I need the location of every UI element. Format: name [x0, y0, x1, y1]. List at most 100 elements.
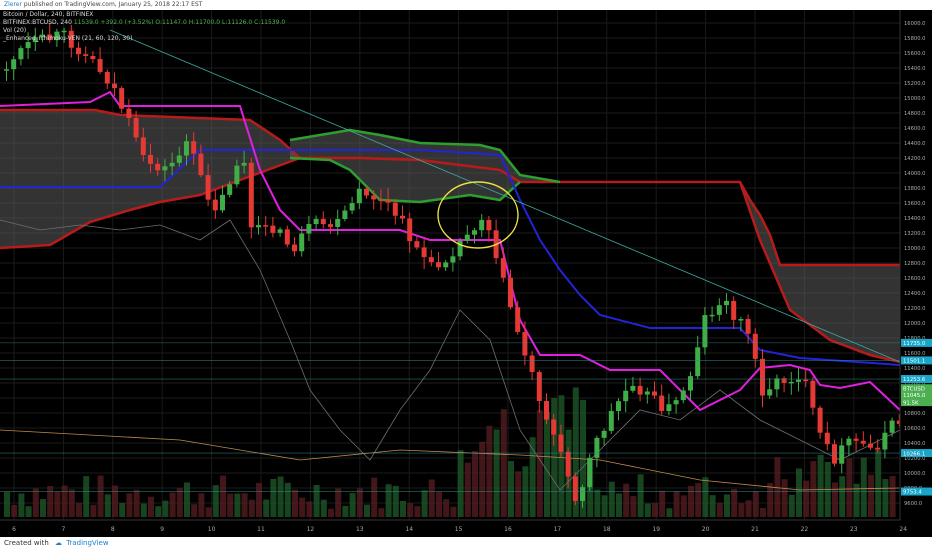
volume-bar: [659, 490, 666, 517]
volume-bar: [572, 387, 579, 517]
price-axis[interactable]: 16000.0 15800.0 15600.0 15400.0 15200.0 15000…: [899, 10, 932, 537]
price-tick-label: 10400.0: [904, 441, 925, 447]
time-axis[interactable]: 6 7 8 9 10 11 12 13 14 15 16 17 18 19 20 21 22 23 24: [0, 519, 932, 537]
candle-body: [587, 457, 593, 488]
volume-bar: [76, 502, 82, 517]
volume-bar: [652, 503, 658, 517]
candle-body: [868, 443, 873, 448]
volume-bar: [270, 478, 277, 517]
price-tick-label: 14800.0: [904, 111, 925, 117]
volume-bar: [191, 504, 198, 517]
candle-body: [18, 48, 24, 60]
candle-body: [40, 34, 45, 38]
candle-body: [234, 165, 240, 185]
time-tick-label: 15: [455, 526, 463, 533]
candle-body: [328, 224, 333, 227]
volume-bar: [47, 485, 54, 517]
volume-bar: [284, 482, 291, 517]
candle-body: [104, 71, 110, 84]
candle-body: [875, 447, 881, 450]
volume-bar: [54, 491, 61, 517]
volume-bar: [148, 496, 154, 517]
volume-bar: [313, 484, 320, 517]
volume-bar: [731, 489, 738, 517]
volume-bar: [464, 462, 471, 517]
candle-body: [767, 389, 773, 396]
candle-body: [299, 233, 305, 252]
volume-bar: [500, 409, 507, 517]
volume-bar: [832, 482, 838, 517]
volume-bar: [227, 493, 234, 517]
candle-body: [731, 300, 737, 320]
time-tick-label: 17: [554, 526, 562, 533]
price-label-bg: [901, 356, 932, 365]
candle-body: [839, 445, 845, 464]
candle-body: [558, 434, 564, 452]
price-tick-label: 12800.0: [904, 261, 925, 267]
candle-body: [191, 141, 197, 154]
volume-bar: [342, 505, 349, 517]
highlight-circle: [437, 181, 519, 249]
volume-bar: [378, 508, 385, 517]
author-link[interactable]: Zlerer: [4, 1, 22, 8]
volume-bar: [860, 457, 867, 517]
time-tick-label: 6: [12, 526, 16, 533]
tradingview-logo-icon: ☁: [55, 539, 63, 547]
price-chart[interactable]: 16000.0 15800.0 15600.0 15400.0 15200.0 15000…: [0, 10, 932, 537]
candle-body: [54, 31, 60, 41]
candle-body: [126, 108, 132, 119]
candle-body: [652, 391, 657, 396]
price-tick-label: 12600.0: [904, 276, 925, 282]
price-label: 11501.1: [903, 359, 925, 365]
price-tick-label: 11400.0: [904, 366, 925, 372]
candle-body: [486, 219, 492, 231]
candle-body: [824, 432, 830, 445]
candle-body: [83, 54, 89, 56]
volume-bar: [752, 491, 759, 517]
candle-body: [680, 390, 686, 401]
volume-bar: [644, 503, 651, 517]
candle-body: [479, 219, 485, 231]
candle-body: [810, 380, 816, 408]
candle-body: [148, 154, 153, 164]
price-label-bg: [901, 375, 932, 384]
volume-bar: [407, 503, 414, 517]
time-tick-label: 12: [307, 526, 315, 533]
time-tick-label: 18: [603, 526, 611, 533]
price-tick-label: 16000.0: [904, 21, 925, 27]
candle-body: [529, 355, 535, 373]
candle-body: [508, 277, 513, 308]
price-tick-label: 10000.0: [904, 471, 925, 477]
volume-bar: [767, 483, 774, 517]
price-tick-label: 12000.0: [904, 321, 925, 327]
candle-body: [220, 194, 225, 211]
candle-body: [428, 257, 434, 263]
candle-body: [500, 258, 506, 278]
legend-indicator[interactable]: _Enhanced_Ichimoku-VEN (21, 60, 120, 30): [3, 35, 133, 42]
legend-volume[interactable]: Vol (20): [3, 27, 27, 34]
candle-body: [846, 438, 852, 446]
candle-body: [61, 30, 67, 33]
candle-body: [832, 444, 837, 464]
time-tick-label: 20: [702, 526, 710, 533]
price-tick-label: 12400.0: [904, 291, 925, 297]
time-tick-label: 10: [208, 526, 216, 533]
candle-body: [745, 319, 751, 334]
candle-body: [198, 153, 204, 176]
volume-bar: [796, 468, 802, 517]
volume-bar: [544, 411, 550, 517]
price-label: 10266.1: [903, 451, 925, 457]
volume-bar: [176, 487, 183, 517]
volume-bar: [112, 485, 118, 517]
volume-bar: [25, 506, 32, 517]
price-label: 11253.6: [903, 377, 926, 383]
cloud-upper-green: [289, 128, 561, 184]
candle-body: [47, 34, 53, 41]
volume-bar: [457, 450, 464, 517]
price-tick-label: 13600.0: [904, 201, 925, 207]
candle-body: [284, 229, 290, 245]
volume-bar: [205, 507, 212, 517]
tradingview-brand[interactable]: TradingView: [66, 539, 109, 547]
candle-body: [860, 440, 866, 444]
volume-bar: [414, 506, 421, 517]
